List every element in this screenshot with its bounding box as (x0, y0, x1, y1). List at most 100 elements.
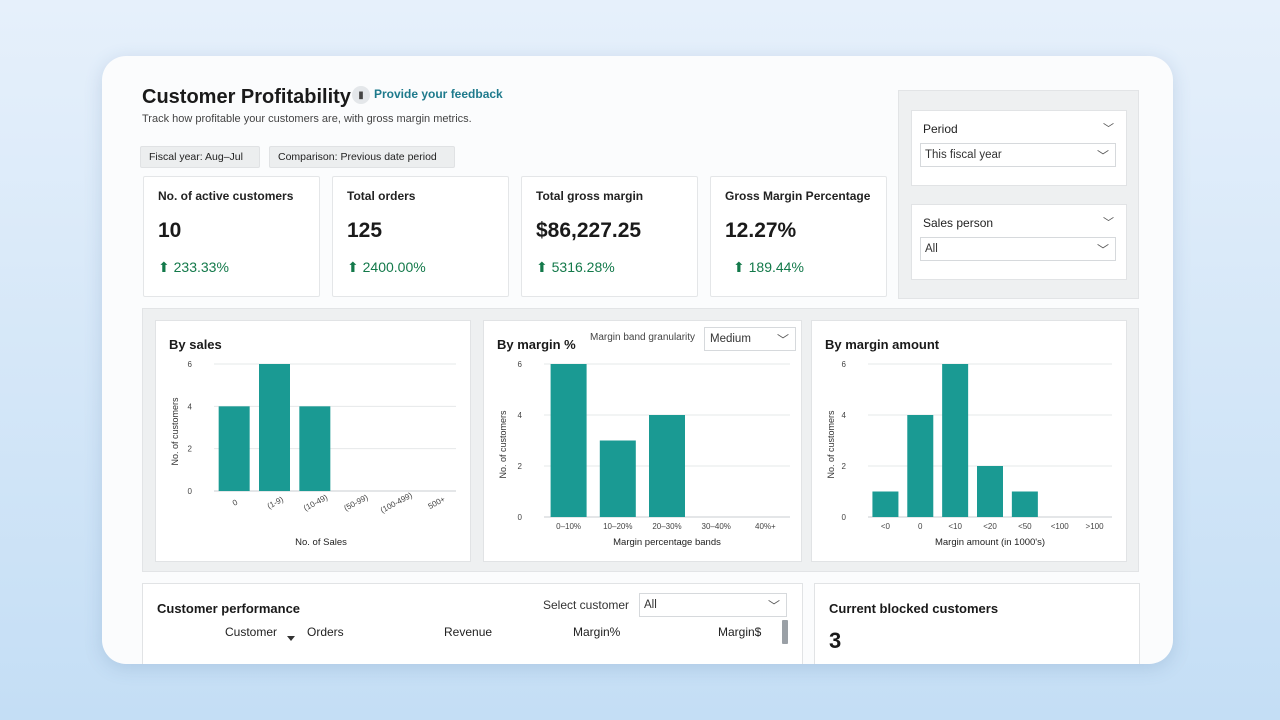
by-margin-amount-chart: 0 2 4 6 <0 0 <10 <20 <50 <100 >100 Margin amount (i… (826, 360, 1112, 548)
chart-title: By margin amount (825, 337, 940, 352)
x-tick-label: 500+ (427, 494, 447, 511)
y-axis-title: No. of customers (498, 410, 508, 479)
period-select[interactable]: This fiscal year ﹀ (920, 143, 1116, 167)
period-filter-label: Period (923, 122, 958, 136)
x-tick-label: <100 (1051, 522, 1070, 531)
by-sales-chart: 0 2 4 6 0 (1-9) (10-49) (50-99) (100-499) 500+ No.… (170, 360, 456, 548)
y-tick-label: 2 (188, 445, 193, 454)
feedback-icon[interactable]: ▮ (352, 86, 370, 104)
bar (977, 466, 1003, 517)
chevron-down-icon: ﹀ (1096, 243, 1109, 257)
y-tick-label: 6 (842, 360, 847, 369)
page-title: Customer Profitability (142, 86, 351, 108)
sales-person-select-value: All (925, 243, 938, 255)
chevron-down-icon[interactable]: ﹀ (1103, 123, 1114, 135)
x-tick-label: (50-99) (342, 493, 369, 513)
x-tick-label: 0 (231, 498, 240, 508)
kpi-active-customers[interactable]: No. of active customers 10 ⬆ 233.33% (143, 176, 320, 297)
sales-person-filter-label: Sales person (923, 216, 994, 230)
x-tick-label: <10 (948, 522, 962, 531)
granularity-label: Margin band granularity (590, 332, 696, 343)
x-tick-label: (100-499) (379, 491, 414, 515)
chart-card-by-sales[interactable]: By sales 0 2 4 6 0 (1-9) (10-49) (50-99) (100-49… (155, 320, 471, 562)
kpi-value: 10 (158, 219, 182, 242)
y-axis-title: No. of customers (170, 397, 180, 466)
kpi-change: ⬆ 233.33% (158, 259, 229, 275)
customer-performance-title: Customer performance (157, 601, 301, 616)
bar (907, 415, 934, 517)
x-tick-label: (1-9) (266, 495, 285, 511)
select-customer-label: Select customer (543, 598, 630, 612)
chart-card-by-margin-percent[interactable]: By margin % Margin band granularity Medi… (483, 320, 802, 562)
kpi-change: ⬆ 2400.00% (347, 259, 426, 275)
y-tick-label: 6 (188, 360, 193, 369)
dashboard-window: Customer Profitability ▮ Provide your fe… (102, 56, 1173, 664)
column-header-revenue[interactable]: Revenue (444, 625, 493, 639)
y-tick-label: 4 (842, 411, 847, 420)
select-customer-dropdown[interactable]: All ﹀ (639, 593, 787, 617)
x-tick-label: >100 (1086, 522, 1105, 531)
chevron-down-icon: ﹀ (776, 333, 789, 347)
x-tick-label: 0–10% (556, 522, 581, 531)
chevron-down-icon: ﹀ (1096, 149, 1109, 163)
chevron-down-icon: ﹀ (767, 599, 780, 613)
feedback-link[interactable]: Provide your feedback (374, 87, 503, 101)
comparison-chip[interactable]: Comparison: Previous date period (269, 146, 455, 168)
granularity-select-value: Medium (710, 333, 751, 345)
kpi-label: Total gross margin (536, 189, 644, 203)
kpi-value: 125 (347, 219, 383, 242)
blocked-customers-card[interactable]: Current blocked customers 3 (814, 583, 1140, 664)
x-tick-label: <20 (983, 522, 997, 531)
column-header-margin-amount[interactable]: Margin$ (718, 625, 762, 639)
kpi-label: No. of active customers (158, 189, 294, 203)
charts-section: By sales 0 2 4 6 0 (1-9) (10-49) (50-99) (100-49… (142, 308, 1139, 572)
kpi-label: Gross Margin Percentage (725, 189, 871, 203)
chevron-down-icon[interactable]: ﹀ (1103, 217, 1114, 229)
y-tick-label: 4 (188, 402, 193, 411)
sales-person-select[interactable]: All ﹀ (920, 237, 1116, 261)
y-tick-label: 0 (518, 513, 523, 522)
bar (299, 406, 331, 491)
filter-panel: Period ﹀ This fiscal year ﹀ Sales person… (898, 90, 1139, 299)
chart-card-by-margin-amount[interactable]: By margin amount 0 2 4 6 <0 0 <10 <20 <50 <100 >10… (811, 320, 1127, 562)
column-header-customer[interactable]: Customer (225, 625, 278, 639)
column-header-orders[interactable]: Orders (307, 625, 344, 639)
blocked-customers-title: Current blocked customers (829, 601, 999, 616)
x-tick-label: 30–40% (702, 522, 731, 531)
x-axis-title: Margin amount (in 1000's) (935, 537, 1045, 548)
bar (942, 364, 969, 517)
y-tick-label: 0 (842, 513, 847, 522)
sales-person-filter: Sales person ﹀ All ﹀ (911, 204, 1127, 280)
kpi-change: ⬆ 189.44% (733, 259, 804, 275)
blocked-customers-count: 3 (829, 628, 842, 653)
y-tick-label: 2 (842, 462, 847, 471)
y-axis-title: No. of customers (826, 410, 836, 479)
kpi-label: Total orders (347, 189, 416, 203)
bar (1011, 491, 1038, 517)
bar (259, 364, 290, 491)
kpi-change: ⬆ 5316.28% (536, 259, 615, 275)
bar (649, 415, 685, 517)
chart-title: By sales (169, 337, 222, 352)
fiscal-year-chip[interactable]: Fiscal year: Aug–Jul (140, 146, 260, 168)
sort-descending-icon[interactable] (287, 636, 295, 641)
table-scrollbar[interactable] (782, 620, 788, 644)
column-header-margin-percent[interactable]: Margin% (573, 625, 621, 639)
kpi-total-gross-margin[interactable]: Total gross margin $86,227.25 ⬆ 5316.28% (521, 176, 698, 297)
x-tick-label: <0 (881, 522, 891, 531)
bar (599, 440, 636, 517)
select-customer-value: All (644, 599, 657, 611)
y-tick-label: 6 (518, 360, 523, 369)
x-tick-label: 40%+ (755, 522, 776, 531)
y-tick-label: 0 (188, 487, 193, 496)
granularity-select[interactable]: Medium ﹀ (704, 327, 796, 351)
kpi-gross-margin-percentage[interactable]: Gross Margin Percentage 12.27% ⬆ 189.44% (710, 176, 887, 297)
x-tick-label: 0 (918, 522, 923, 531)
x-tick-label: (10-49) (302, 493, 329, 513)
period-select-value: This fiscal year (925, 149, 1002, 161)
kpi-total-orders[interactable]: Total orders 125 ⬆ 2400.00% (332, 176, 509, 297)
by-margin-percent-chart: 0 2 4 6 0–10% 10–20% 20–30% 30–40% 40%+ Margin pe… (498, 360, 790, 548)
page-subtitle: Track how profitable your customers are,… (142, 113, 472, 125)
bar (218, 406, 250, 491)
x-axis-title: Margin percentage bands (613, 537, 721, 548)
